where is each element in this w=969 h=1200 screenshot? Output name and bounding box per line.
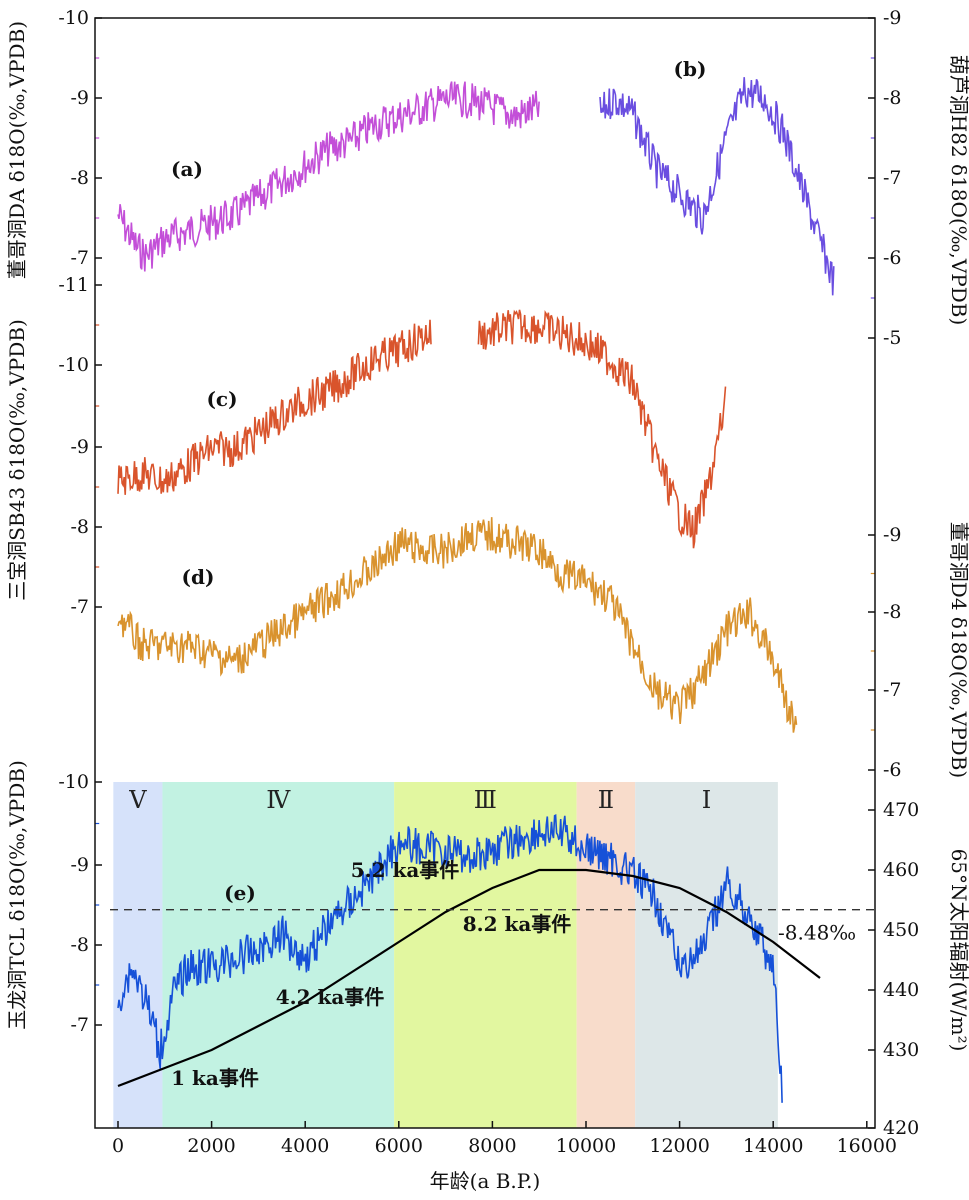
y-tick-label-d: -9 <box>883 524 902 546</box>
y-tick-label-b: -7 <box>883 167 902 189</box>
x-tick-label: 12000 <box>649 1135 709 1157</box>
y-tick-label-b: -8 <box>883 87 902 109</box>
y-tick-label-c: -9 <box>70 436 89 458</box>
stage-band-2 <box>162 782 395 1128</box>
series-tag-d: (d) <box>182 565 215 589</box>
stage-label: Ⅴ <box>128 786 147 814</box>
x-tick-label: 16000 <box>837 1135 897 1157</box>
x-tick-label: 4000 <box>281 1135 329 1157</box>
insolation-tick-label: 420 <box>883 1117 919 1139</box>
threshold-label: -8.48‰ <box>778 921 856 945</box>
insolation-tick-label: 430 <box>883 1039 919 1061</box>
insolation-tick-label: 450 <box>883 919 919 941</box>
insolation-tick-label: 470 <box>883 799 919 821</box>
stage-band-5 <box>635 782 778 1128</box>
stage-band-4 <box>576 782 636 1128</box>
insolation-tick-label: 460 <box>883 859 919 881</box>
stage-label: Ⅳ <box>266 786 291 814</box>
stage-label: Ⅱ <box>598 786 614 814</box>
x-tick-label: 2000 <box>187 1135 235 1157</box>
y-axis-title: 董哥洞DA δ18O(‰,VPDB) <box>5 21 29 279</box>
y-tick-label-e: -10 <box>58 771 89 793</box>
x-tick-label: 14000 <box>743 1135 803 1157</box>
y-tick-label-a: -10 <box>58 7 89 29</box>
x-tick-label: 0 <box>112 1135 124 1157</box>
y-tick-label-d: -8 <box>883 601 902 623</box>
plot-frame <box>94 17 876 1129</box>
data-series <box>117 77 835 1103</box>
y-tick-label-b: -6 <box>883 247 902 269</box>
y-tick-label-c: -8 <box>70 516 89 538</box>
x-tick-label: 8000 <box>468 1135 516 1157</box>
y-tick-label-e: -9 <box>70 854 89 876</box>
y-tick-label-a: -7 <box>70 247 89 269</box>
x-axis-title: 年龄(a B.P.) <box>430 1169 541 1193</box>
x-tick-label: 10000 <box>556 1135 616 1157</box>
stage-label: Ⅲ <box>474 786 497 814</box>
y-axis-title: 葫芦洞H82 δ18O(‰,VPDB) <box>947 55 969 326</box>
y-tick-label-d: -7 <box>883 679 902 701</box>
y-tick-label-c: -11 <box>58 274 89 296</box>
y-tick-label-b: -9 <box>883 7 902 29</box>
y-tick-label-e: -7 <box>70 1014 89 1036</box>
series-tag-a: (a) <box>171 157 203 181</box>
series-line-d <box>117 517 798 733</box>
stage-band-3 <box>394 782 577 1128</box>
x-tick-label: 6000 <box>375 1135 423 1157</box>
series-line-c <box>117 309 727 549</box>
series-tag-e: (e) <box>224 881 256 905</box>
stage-band-1 <box>113 782 163 1128</box>
y-tick-label-c: -7 <box>70 596 89 618</box>
event-label: 8.2 ka事件 <box>463 912 572 936</box>
series-tag-b: (b) <box>674 57 707 81</box>
series-line-a <box>117 81 540 272</box>
y-tick-label-d: -6 <box>883 759 902 781</box>
insolation-tick-label: 440 <box>883 979 919 1001</box>
y-axis-title: 玉龙洞TCL δ18O(‰,VPDB) <box>5 760 29 1030</box>
series-line-b <box>599 77 835 296</box>
y-tick-label-a: -9 <box>70 87 89 109</box>
event-label: 5.2 ka事件 <box>351 858 460 882</box>
stage-bands: Ⅴ Ⅳ Ⅲ Ⅱ Ⅰ <box>113 782 778 1128</box>
y-axis-title: 65°N太阳辐射(W/m²) <box>947 849 969 1052</box>
y-tick-label-c: -10 <box>58 354 89 376</box>
series-tag-c: (c) <box>206 387 237 411</box>
y-axis-title: 董哥洞D4 δ18O(‰,VPDB) <box>947 522 969 778</box>
y-axis-title: 三宝洞SB43 δ18O(‰,VPDB) <box>5 319 29 601</box>
y-tick-label-b: -5 <box>883 327 902 349</box>
event-label: 1 ka事件 <box>171 1066 259 1090</box>
axis-ticks: 0 2000 4000 6000 8000 10000 12000 14000 16000 年龄(… <box>5 7 969 1193</box>
y-tick-label-a: -8 <box>70 167 89 189</box>
insolation-curve <box>117 868 821 1088</box>
stage-label: Ⅰ <box>702 786 711 814</box>
y-tick-label-e: -8 <box>70 934 89 956</box>
series-line-e <box>117 813 783 1103</box>
event-label: 4.2 ka事件 <box>276 985 385 1009</box>
annotations: (a) (b) (c) (d) (e) -8.48‰ 1 ka事件 4.2 ka事件 5.2 k… <box>110 57 875 1090</box>
